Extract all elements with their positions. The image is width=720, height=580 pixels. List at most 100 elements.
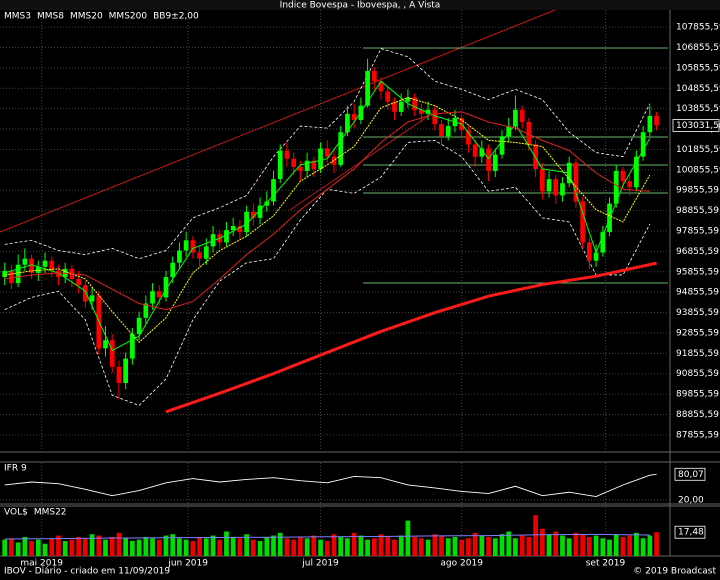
candle-body (109, 340, 115, 367)
volume-bar (627, 535, 633, 556)
candle-body (324, 148, 330, 157)
candle-body (318, 148, 323, 169)
footer-right: © 2019 Broadcast (633, 567, 716, 577)
candle-body (560, 183, 565, 196)
volume-bar (190, 541, 196, 556)
candle-body (654, 115, 659, 126)
y-tick-label: 92855,59 (676, 328, 719, 338)
volume-bar (506, 531, 512, 556)
candle-body (539, 168, 545, 192)
candle-body (499, 136, 505, 155)
candle-body (29, 258, 34, 273)
volume-bar (425, 539, 431, 556)
y-tick-label: 94855,59 (676, 288, 719, 298)
candle-body (284, 150, 290, 159)
volume-bar (170, 534, 176, 556)
candle-body (170, 262, 176, 277)
candle-body (150, 291, 155, 304)
y-tick-label: 93855,59 (676, 308, 719, 318)
candle-body (250, 211, 256, 218)
legend-entry: BB9±2,00 (153, 12, 199, 22)
title-bar (0, 0, 720, 10)
volume-bar (566, 538, 572, 556)
candle-body (203, 246, 209, 259)
candle-body (257, 205, 263, 218)
candle-body (351, 113, 357, 120)
volume-bar (96, 535, 102, 556)
volume-bar (311, 535, 317, 556)
candle-body (271, 179, 276, 202)
candle-body (183, 240, 189, 251)
y-tick-label: 88855,59 (676, 410, 719, 420)
volume-bar (318, 539, 323, 556)
volume-bar (143, 536, 149, 556)
volume-bar (42, 543, 48, 556)
volume-bar (620, 536, 626, 556)
volume-bar (291, 539, 297, 556)
candle-body (466, 130, 471, 145)
last-value-label: 80,07 (678, 470, 704, 480)
volume-bar (432, 534, 438, 556)
volume-bar (130, 541, 135, 556)
candle-body (519, 109, 525, 123)
volume-bar (600, 538, 606, 556)
volume-bar (613, 534, 619, 556)
legend-entry: MMS200 (109, 12, 148, 22)
volume-bar (76, 536, 81, 556)
volume-bar (634, 532, 639, 556)
volume-bar (230, 536, 236, 556)
y-tick-label: 90855,59 (676, 369, 719, 379)
volume-bar (587, 536, 592, 556)
volume-bar (365, 539, 370, 556)
volume-bar (244, 534, 249, 556)
candle-body (22, 258, 28, 265)
volume-bar (546, 534, 552, 556)
volume-bar (398, 535, 404, 556)
candle-body (513, 109, 518, 127)
volume-bar (445, 538, 451, 556)
volume-bar (250, 539, 256, 556)
candle-body (177, 250, 182, 263)
volume-bar (405, 520, 411, 556)
candle-body (573, 162, 579, 202)
candle-body (533, 144, 538, 169)
volume-bar (593, 535, 599, 556)
volume-bar (183, 539, 189, 556)
y-tick-label: 95855,59 (676, 267, 719, 277)
candle-body (580, 201, 585, 243)
candle-body (378, 81, 384, 92)
candle-body (486, 148, 491, 171)
volume-bar (392, 539, 397, 556)
line (4, 111, 650, 311)
volume-bar (452, 536, 458, 556)
candle-body (143, 303, 149, 318)
candle-body (76, 279, 81, 286)
volume-bar (439, 535, 444, 556)
candle-body (647, 115, 653, 133)
candle-body (405, 97, 411, 102)
candle-body (298, 166, 303, 171)
volume-bar (553, 531, 559, 556)
volume-bar (607, 539, 612, 556)
candle-body (553, 179, 559, 196)
candle-body (82, 285, 88, 302)
volume-bar (378, 534, 384, 556)
volume-bar (479, 535, 485, 556)
y-tick-label: 101855,59 (676, 145, 720, 155)
volume-bar (2, 539, 8, 556)
line (4, 97, 651, 343)
last-value-box (674, 467, 706, 481)
y-tick-label: 104855,59 (676, 84, 720, 94)
x-tick-label: set 2019 (586, 559, 626, 569)
candle-body (15, 264, 21, 284)
candle-body (587, 242, 592, 261)
y-tick-label: 103855,59 (676, 104, 720, 114)
x-tick-label: mai 2019 (20, 559, 63, 569)
volume-bar (338, 536, 344, 556)
candle-body (419, 109, 424, 114)
candle-body (593, 252, 599, 261)
candle-body (492, 154, 498, 171)
candle-body (365, 71, 370, 106)
candle-body (49, 260, 55, 271)
